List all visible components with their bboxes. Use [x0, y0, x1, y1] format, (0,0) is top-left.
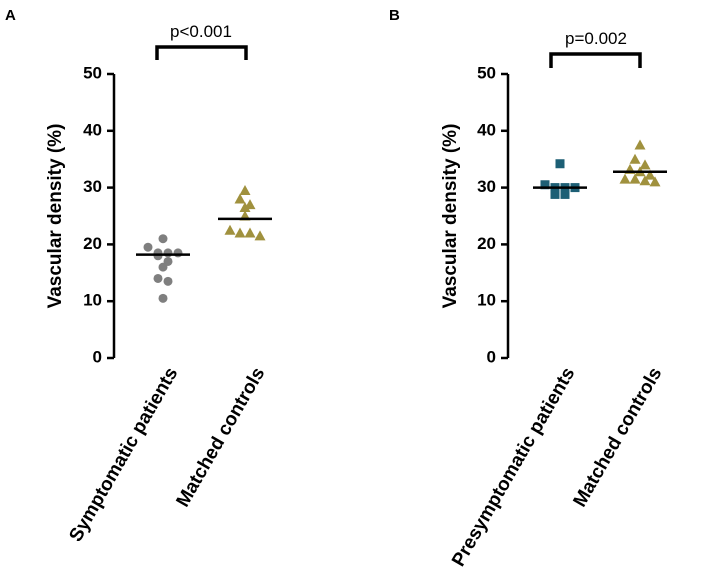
panel-letter: A — [5, 7, 16, 24]
data-point — [550, 189, 560, 199]
y-tick-label: 30 — [83, 177, 102, 196]
data-point — [234, 227, 246, 238]
y-axis-title: Vascular density (%) — [45, 124, 66, 309]
panel-letter: B — [389, 7, 400, 24]
data-point — [619, 173, 631, 184]
category-labels: Presymptomatic patients Matched controls — [448, 364, 666, 570]
significance-bracket: p=0.002 — [549, 29, 642, 68]
y-tick-label: 50 — [83, 63, 102, 82]
p-value-label: p<0.001 — [170, 22, 232, 41]
y-tick-label: 10 — [83, 291, 102, 310]
data-point — [239, 201, 251, 212]
data-point — [244, 227, 256, 238]
category-label: Symptomatic patients — [65, 364, 182, 545]
significance-bracket: p<0.001 — [155, 22, 248, 60]
category-label: Matched controls — [172, 364, 269, 511]
data-point — [254, 230, 266, 241]
data-point — [234, 193, 246, 204]
data-point — [158, 262, 168, 272]
y-ticks: 0 10 20 30 40 50 — [83, 63, 114, 366]
y-tick-label: 0 — [93, 347, 102, 366]
y-axis-title: Vascular density (%) — [440, 124, 461, 309]
y-tick-label: 30 — [477, 177, 496, 196]
category-labels: Symptomatic patients Matched controls — [65, 364, 269, 545]
data-point — [629, 173, 641, 184]
data-points — [533, 139, 667, 199]
data-point — [639, 159, 651, 170]
data-point — [224, 224, 236, 235]
p-value-label: p=0.002 — [565, 29, 627, 48]
data-point — [639, 175, 651, 186]
data-point — [239, 184, 251, 195]
y-tick-label: 50 — [477, 63, 496, 82]
data-point — [560, 189, 570, 199]
data-point — [158, 234, 168, 244]
data-point — [143, 242, 153, 252]
data-point — [163, 248, 173, 258]
data-point — [555, 159, 565, 169]
y-tick-label: 20 — [83, 234, 102, 253]
category-label: Presymptomatic patients — [448, 364, 579, 570]
data-points — [136, 184, 272, 303]
data-point — [629, 153, 641, 164]
category-label: Matched controls — [569, 364, 666, 511]
data-point — [649, 176, 661, 187]
panel-a: A Vascular density (%) 0 10 20 30 40 50 p<0.0… — [5, 7, 272, 545]
data-point — [644, 169, 656, 180]
data-point — [540, 180, 550, 190]
y-tick-label: 40 — [477, 120, 496, 139]
y-tick-label: 20 — [477, 234, 496, 253]
y-tick-label: 40 — [83, 120, 102, 139]
data-point — [153, 273, 163, 283]
data-point — [158, 293, 168, 303]
data-point — [634, 139, 646, 150]
y-ticks: 0 10 20 30 40 50 — [477, 63, 508, 366]
bracket-line — [155, 45, 248, 60]
panel-b: B Vascular density (%) 0 10 20 30 40 50 p=0.0… — [389, 7, 667, 570]
y-tick-label: 10 — [477, 291, 496, 310]
bracket-line — [549, 52, 642, 68]
y-tick-label: 0 — [487, 347, 496, 366]
data-point — [163, 276, 173, 286]
data-point — [173, 248, 183, 258]
